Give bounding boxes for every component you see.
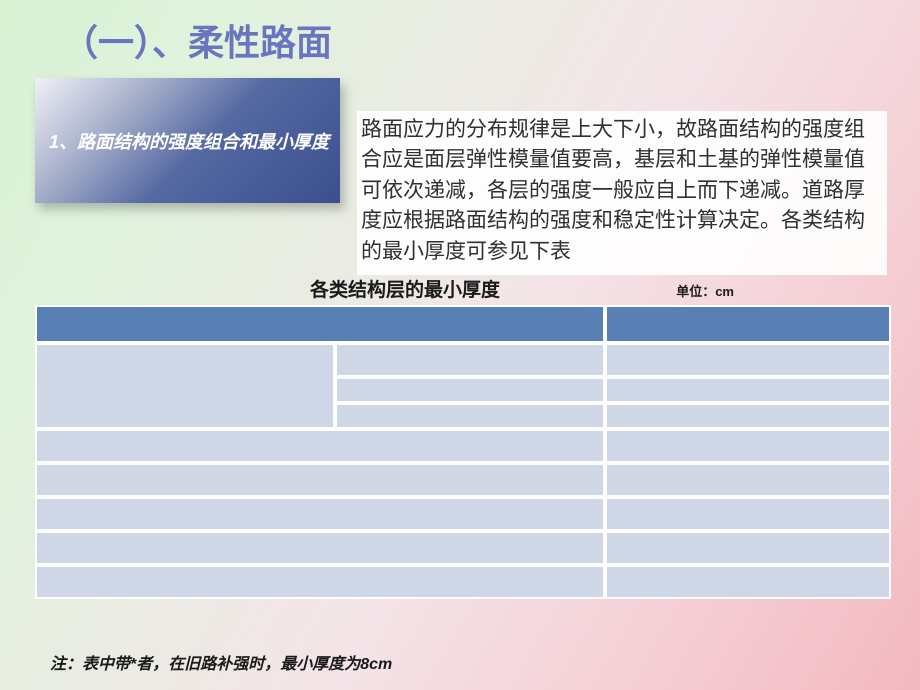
table-cell: [335, 343, 605, 377]
table-cell: [605, 531, 891, 565]
table-cell: [605, 565, 891, 599]
table-cell: [605, 463, 891, 497]
table-header-cell: [605, 305, 891, 343]
table-unit: 单位：cm: [676, 281, 734, 300]
table-row: [35, 429, 891, 463]
table-row: [35, 463, 891, 497]
table-cell: [605, 403, 891, 429]
table-row: [35, 565, 891, 599]
table-cell: [35, 531, 605, 565]
table-cell: [35, 565, 605, 599]
table-row: [35, 497, 891, 531]
table-row: [35, 531, 891, 565]
section-header-box: 1、路面结构的强度组合和最小厚度: [35, 78, 340, 203]
table-cell: [35, 497, 605, 531]
table-title: 各类结构层的最小厚度: [310, 275, 500, 302]
table-cell: [335, 377, 605, 403]
table-cell: [35, 429, 605, 463]
footnote: 注：表中带*者，在旧路补强时，最小厚度为8cm: [50, 650, 392, 674]
page-title: （一）、柔性路面: [62, 14, 332, 66]
table-header-cell: [35, 305, 605, 343]
table-cell: [335, 403, 605, 429]
table-header-row: [35, 305, 891, 343]
table-cell: [35, 343, 335, 429]
table-cell: [605, 343, 891, 377]
section-label: 1、路面结构的强度组合和最小厚度: [49, 128, 329, 154]
table-cell: [35, 463, 605, 497]
body-paragraph: 路面应力的分布规律是上大下小，故路面结构的强度组合应是面层弹性模量值要高，基层和…: [357, 111, 887, 275]
table-area: 各类结构层的最小厚度 单位：cm: [35, 275, 889, 599]
table-cell: [605, 429, 891, 463]
table-title-row: 各类结构层的最小厚度 单位：cm: [35, 275, 889, 301]
thickness-table: [35, 305, 891, 599]
table-row: [35, 343, 891, 377]
table-cell: [605, 377, 891, 403]
table-cell: [605, 497, 891, 531]
